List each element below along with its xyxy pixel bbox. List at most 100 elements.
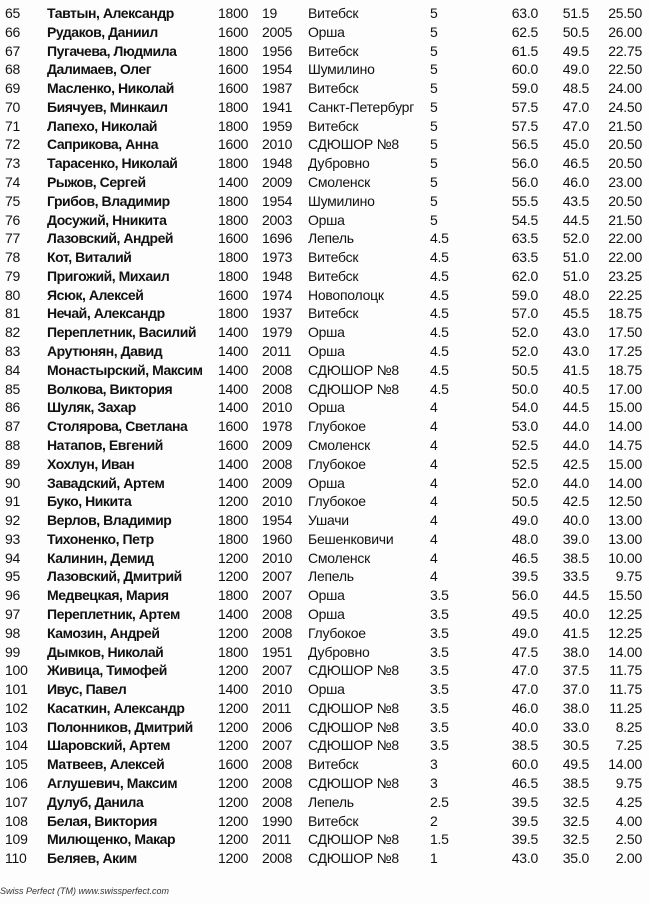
- rating-cell: 1800: [218, 192, 249, 209]
- rating-cell: 1800: [218, 249, 249, 266]
- tiebreak-1-cell: 61.5: [511, 42, 539, 59]
- points-cell: 5: [430, 80, 438, 97]
- club-cell: Дубровно: [308, 643, 370, 660]
- tiebreak-2-cell: 38.0: [562, 699, 590, 716]
- rating-cell: 1200: [218, 568, 249, 585]
- club-cell: СДЮШОР №8: [308, 774, 399, 791]
- rank-cell: 65: [5, 5, 21, 21]
- points-cell: 3.5: [430, 699, 449, 716]
- tiebreak-2-cell: 33.0: [562, 718, 590, 735]
- tiebreak-1-cell: 46.5: [511, 774, 539, 791]
- table-row: 104 Шаровский, Артем 1200 2007 СДЮШОР №8 3.5 3…: [0, 736, 650, 755]
- points-cell: 3.5: [430, 643, 449, 660]
- club-cell: СДЮШОР №8: [308, 699, 399, 716]
- club-cell: Орша: [308, 587, 345, 604]
- tiebreak-1-cell: 59.0: [511, 286, 539, 303]
- tiebreak-1-cell: 63.5: [511, 249, 539, 266]
- tiebreak-1-cell: 39.5: [511, 812, 539, 829]
- tiebreak-1-cell: 52.0: [511, 474, 539, 491]
- tiebreak-1-cell: 53.0: [511, 418, 539, 435]
- club-cell: Новополоцк: [308, 286, 384, 303]
- points-cell: 3: [430, 756, 438, 773]
- tiebreak-3-cell: 14.75: [608, 436, 642, 453]
- table-row: 74 Рыжов, Сергей 1400 2009 Смоленск 5 56.0 46.0…: [0, 173, 650, 192]
- tiebreak-3-cell: 4.25: [615, 793, 643, 810]
- table-row: 75 Грибов, Владимир 1800 1954 Шумилино 5 55.5 4…: [0, 192, 650, 211]
- rating-cell: 1200: [218, 774, 249, 791]
- birth-year-cell: 2008: [262, 850, 293, 867]
- tiebreak-2-cell: 32.5: [562, 831, 590, 848]
- tiebreak-3-cell: 17.00: [608, 380, 642, 397]
- rating-cell: 1400: [218, 474, 249, 491]
- birth-year-cell: 2010: [262, 136, 293, 153]
- tiebreak-1-cell: 62.0: [511, 267, 539, 284]
- birth-year-cell: 1941: [262, 98, 293, 115]
- player-name-cell: Арутюнян, Давид: [47, 343, 163, 360]
- birth-year-cell: 1960: [262, 530, 293, 547]
- tiebreak-3-cell: 15.50: [608, 587, 642, 604]
- player-name-cell: Завадский, Артем: [47, 474, 165, 491]
- rank-cell: 102: [5, 699, 28, 716]
- rating-cell: 1400: [218, 455, 249, 472]
- points-cell: 3: [430, 774, 438, 791]
- tiebreak-2-cell: 38.0: [562, 643, 590, 660]
- birth-year-cell: 1948: [262, 267, 293, 284]
- points-cell: 5: [430, 136, 438, 153]
- table-row: 87 Столярова, Светлана 1600 1978 Глубокое 4 53…: [0, 417, 650, 436]
- rating-cell: 1200: [218, 812, 249, 829]
- club-cell: СДЮШОР №8: [308, 737, 399, 754]
- points-cell: 4.5: [430, 305, 449, 322]
- club-cell: Бешенковичи: [308, 530, 394, 547]
- table-row: 68 Далимаев, Олег 1600 1954 Шумилино 5 60.0 49.…: [0, 60, 650, 79]
- rating-cell: 1600: [218, 61, 249, 78]
- rank-cell: 78: [5, 249, 21, 266]
- tiebreak-1-cell: 39.5: [511, 831, 539, 848]
- tiebreak-2-cell: 45.0: [562, 136, 590, 153]
- player-name-cell: Аглушевич, Максим: [47, 774, 178, 791]
- rank-cell: 103: [5, 718, 28, 735]
- tiebreak-2-cell: 38.5: [562, 549, 590, 566]
- tiebreak-3-cell: 17.50: [608, 324, 642, 341]
- tiebreak-2-cell: 44.5: [562, 587, 590, 604]
- tiebreak-2-cell: 48.0: [562, 286, 590, 303]
- rating-cell: 1200: [218, 549, 249, 566]
- rating-cell: 1200: [218, 493, 249, 510]
- table-row: 97 Переплетник, Артем 1400 2008 Орша 3.5 49.5 4…: [0, 605, 650, 624]
- birth-year-cell: 2011: [262, 343, 292, 360]
- table-row: 92 Верлов, Владимир 1800 1954 Ушачи 4 49.0 40.0…: [0, 511, 650, 530]
- tiebreak-1-cell: 52.0: [511, 343, 539, 360]
- tiebreak-2-cell: 47.0: [562, 98, 590, 115]
- points-cell: 3.5: [430, 662, 449, 679]
- rating-cell: 1600: [218, 436, 249, 453]
- points-cell: 4: [430, 512, 438, 529]
- points-cell: 3.5: [430, 737, 449, 754]
- tiebreak-3-cell: 13.00: [608, 512, 642, 529]
- tiebreak-2-cell: 40.5: [562, 380, 590, 397]
- tiebreak-3-cell: 4.00: [615, 812, 643, 829]
- club-cell: Витебск: [308, 117, 359, 134]
- club-cell: Витебск: [308, 249, 359, 266]
- club-cell: Орша: [308, 23, 345, 40]
- rating-cell: 1400: [218, 380, 249, 397]
- player-name-cell: Биячуев, Минкаил: [47, 98, 168, 115]
- rank-cell: 76: [5, 211, 21, 228]
- rank-cell: 95: [5, 568, 21, 585]
- player-name-cell: Саприкова, Анна: [47, 136, 159, 153]
- player-name-cell: Буко, Никита: [47, 493, 132, 510]
- tiebreak-1-cell: 49.0: [511, 512, 539, 529]
- club-cell: Лепель: [308, 793, 354, 810]
- birth-year-cell: 2011: [262, 831, 292, 848]
- tiebreak-3-cell: 24.00: [608, 80, 642, 97]
- points-cell: 1: [430, 850, 438, 867]
- player-name-cell: Грибов, Владимир: [47, 192, 170, 209]
- table-row: 102 Касаткин, Александр 1200 2011 СДЮШОР №8 3…: [0, 699, 650, 718]
- tiebreak-2-cell: 49.0: [562, 61, 590, 78]
- rank-cell: 82: [5, 324, 21, 341]
- birth-year-cell: 2006: [262, 718, 293, 735]
- birth-year-cell: 1973: [262, 249, 293, 266]
- rank-cell: 99: [5, 643, 21, 660]
- points-cell: 5: [430, 155, 438, 172]
- club-cell: СДЮШОР №8: [308, 718, 399, 735]
- table-row: 69 Масленко, Николай 1600 1987 Витебск 5 59.0 4…: [0, 79, 650, 98]
- birth-year-cell: 2009: [262, 436, 293, 453]
